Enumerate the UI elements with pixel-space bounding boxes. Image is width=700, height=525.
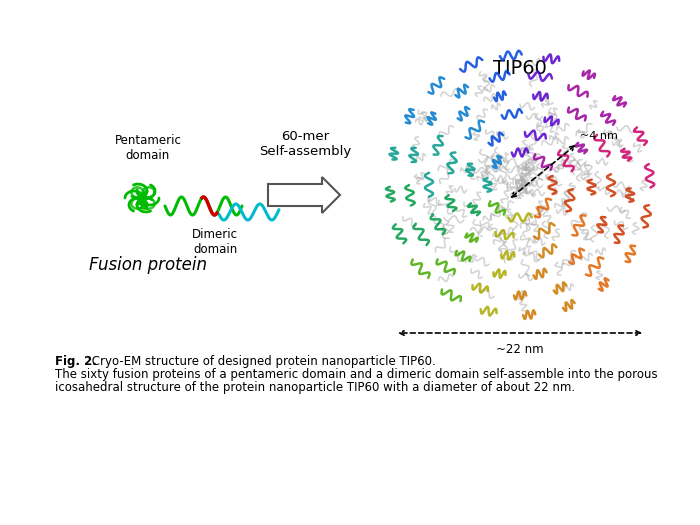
Text: Fig. 2.: Fig. 2. — [55, 355, 97, 368]
Text: ~22 nm: ~22 nm — [496, 343, 544, 356]
Text: TIP60: TIP60 — [493, 58, 547, 78]
Text: Dimeric
domain: Dimeric domain — [192, 228, 238, 256]
Text: 60-mer
Self-assembly: 60-mer Self-assembly — [259, 130, 351, 158]
Text: The sixty fusion proteins of a pentameric domain and a dimeric domain self-assem: The sixty fusion proteins of a pentameri… — [55, 368, 657, 381]
FancyArrow shape — [268, 177, 340, 213]
Text: ~4 nm: ~4 nm — [580, 131, 618, 141]
Text: icosahedral structure of the protein nanoparticle TIP60 with a diameter of about: icosahedral structure of the protein nan… — [55, 381, 575, 394]
Text: Cryo-EM structure of designed protein nanoparticle TIP60.: Cryo-EM structure of designed protein na… — [88, 355, 435, 368]
Text: Fusion protein: Fusion protein — [89, 256, 207, 274]
Text: Pentameric
domain: Pentameric domain — [115, 134, 181, 162]
